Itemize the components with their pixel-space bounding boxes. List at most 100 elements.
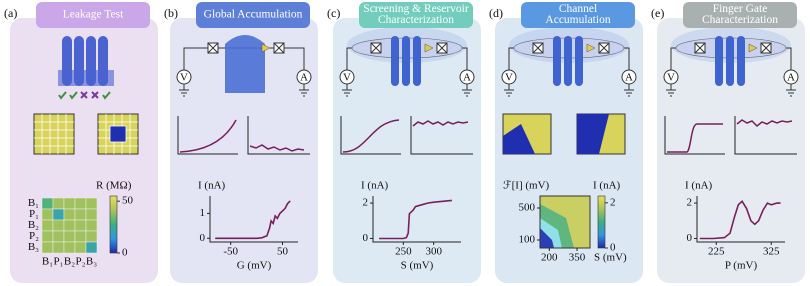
title-pill [359, 2, 473, 28]
x-axis-label: S (mV) [401, 260, 434, 272]
arrow [586, 43, 596, 53]
panel-title: Characterization [702, 14, 778, 26]
panel-letter: (a) [4, 6, 17, 20]
mini-curve [736, 119, 793, 128]
ground [342, 84, 352, 97]
x-tick-label: 225 [708, 246, 725, 258]
matrix-cell [41, 208, 54, 221]
finger-gate [737, 36, 745, 86]
y-tick-label: 2 [687, 197, 693, 209]
gate-base [58, 70, 114, 86]
arrow [261, 43, 271, 53]
colorbar [597, 195, 606, 249]
panel-letter: (d) [489, 6, 503, 20]
panel-title: Leakage Test [63, 9, 124, 21]
finger-gate [715, 36, 723, 86]
matrix-cell [41, 197, 54, 210]
mini-map [33, 113, 75, 155]
finger-gate [726, 36, 734, 86]
matrix-cell [85, 208, 98, 221]
mini-curve [342, 119, 400, 153]
status-mark [80, 91, 88, 99]
contact-x [760, 42, 772, 54]
colorbar-label: R (MΩ) [96, 180, 132, 192]
matrix-cell [63, 230, 76, 243]
matrix-cell [85, 219, 98, 232]
row-label: B₂ [28, 219, 39, 231]
contact-x [598, 42, 610, 54]
title-pill [683, 2, 797, 28]
instrument-label: A [787, 72, 795, 84]
mini-curve [667, 123, 723, 153]
x-tick-label: -50 [223, 246, 238, 258]
matrix-cell [41, 230, 54, 243]
panel-background [170, 18, 318, 283]
ground [299, 84, 309, 97]
matrix-cell [85, 197, 98, 210]
panel-title: Characterization [378, 14, 454, 26]
y-tick-label: 2 [363, 197, 369, 209]
row-label: B₃ [28, 241, 39, 253]
mini-map-low [503, 124, 535, 154]
matrix-cell [74, 230, 87, 243]
axes [372, 196, 461, 243]
matrix-cell [74, 197, 87, 210]
colorbar-tick-label: 50 [122, 195, 134, 207]
y-tick-label: 500 [519, 202, 536, 214]
gate [225, 35, 265, 93]
instrument-label: V [180, 72, 188, 84]
y-tick-label: 0 [363, 232, 369, 244]
y-tick-label: 0 [687, 232, 693, 244]
status-mark [69, 91, 78, 100]
panel-background [495, 18, 643, 283]
x-tick-label: 200 [541, 252, 558, 264]
ground [666, 84, 676, 97]
title-pill [36, 2, 150, 28]
col-label: P₂ [76, 256, 86, 268]
y-tick-label: 0 [200, 232, 206, 244]
finger-gate [391, 36, 399, 86]
row-label: B₁ [28, 197, 39, 209]
finger-gate [575, 36, 583, 86]
instrument-label: A [463, 72, 471, 84]
finger-gate [553, 36, 561, 86]
col-label: B₂ [64, 256, 75, 268]
colorbar [109, 195, 118, 254]
y-axis-label: I (nA) [685, 180, 713, 192]
contact-x [436, 42, 448, 54]
x-tick-label: 300 [425, 246, 442, 258]
matrix-cell [41, 241, 54, 254]
x-tick-label: 250 [395, 246, 412, 258]
contact-x [370, 42, 382, 54]
finger-gate [564, 36, 572, 86]
axes [696, 196, 785, 243]
x-tick-label: 50 [277, 246, 289, 258]
heatmap-region [540, 228, 554, 248]
panel-title: Channel [559, 3, 597, 15]
x-axis-label: G (mV) [237, 260, 272, 272]
matrix-cell [63, 241, 76, 254]
mini-curve [179, 119, 237, 153]
matrix-cell [52, 219, 65, 232]
colorbar-tick-label: 0 [122, 247, 128, 259]
y-axis-label: I (nA) [198, 180, 226, 192]
data-line [379, 199, 452, 240]
data-line [699, 200, 781, 240]
row-label: P₂ [29, 230, 39, 242]
colorbar-tick-label: 0 [610, 242, 616, 254]
mini-map-low [109, 125, 127, 143]
instrument-label: A [300, 72, 308, 84]
matrix-cell [63, 219, 76, 232]
mini-axes [177, 116, 238, 155]
heatmap-frame [539, 195, 591, 249]
colorbar-label: I (nA) [593, 180, 621, 192]
x-axis-label: S (mV) [594, 252, 627, 264]
mini-curve [249, 144, 305, 152]
matrix-cell [74, 241, 87, 254]
instrument-label: A [625, 72, 633, 84]
status-mark [58, 91, 67, 100]
